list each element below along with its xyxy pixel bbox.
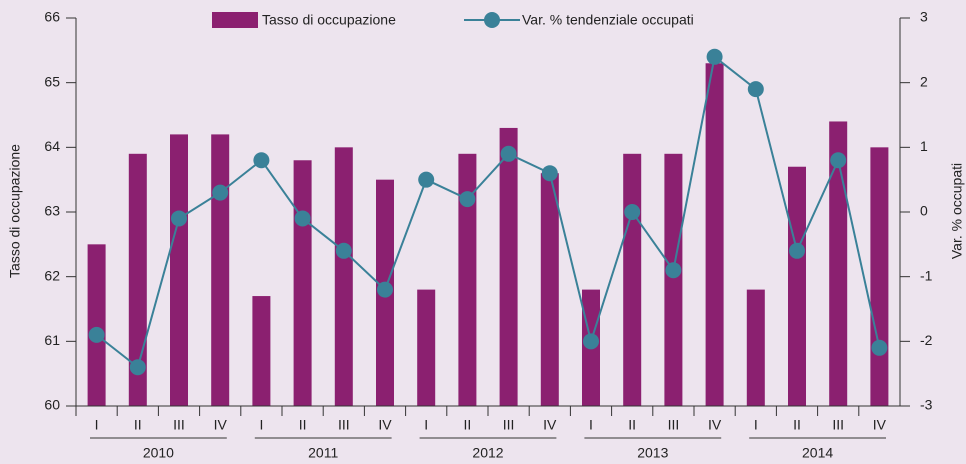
legend-label: Tasso di occupazione [262,12,396,28]
line-marker [459,191,476,208]
legend-swatch [212,12,258,28]
line-marker [377,281,393,298]
line-marker [871,339,888,356]
bar [211,134,230,406]
bar [788,166,806,406]
x-tick-label: IV [214,417,228,433]
y2-tick-label: -2 [920,332,933,348]
x-tick-label: I [589,417,593,433]
y-axis-title: Tasso di occupazione [7,144,23,278]
line-marker [624,204,641,220]
x-tick-label: III [668,417,680,433]
y-tick-label: 63 [44,203,60,219]
legend-marker [484,12,500,28]
y-tick-label: 66 [44,9,60,25]
group-label: 2010 [143,445,174,461]
line-marker [541,165,558,182]
bar [664,153,683,406]
bar [870,147,889,407]
y2-tick-label: 3 [920,9,928,25]
line-marker [830,152,847,169]
y-tick-label: 61 [44,332,60,348]
bar [499,127,518,406]
x-tick-label: III [503,417,515,433]
line-marker [253,152,270,169]
bar [293,160,312,406]
line [95,55,881,369]
x-tick-label: II [134,417,142,433]
bar [540,173,559,406]
x-tick-label: I [259,417,263,433]
x-tick-label: I [424,417,428,433]
bar [417,289,436,406]
group-label: 2014 [802,445,833,461]
line-marker [335,242,352,259]
x-tick-label: II [464,417,472,433]
bar [746,289,765,406]
line-marker [583,333,599,350]
bar [128,153,147,406]
bar [334,147,353,407]
y2-tick-label: 1 [920,138,928,154]
bar [623,153,642,406]
x-tick-label: III [173,417,185,433]
y-tick-label: 60 [44,397,60,413]
line-marker [665,262,682,279]
x-tick-label: III [832,417,844,433]
line-marker [418,171,435,188]
legend-label: Var. % tendenziale occupati [522,12,694,28]
line-marker [294,210,311,227]
x-tick-label: IV [873,417,887,433]
bar [829,121,848,406]
y-tick-label: 62 [44,267,60,283]
group-label: 2011 [308,445,338,461]
bar [252,296,271,406]
group-label: 2013 [637,445,668,461]
y-tick-label: 65 [44,73,60,89]
bar [87,244,106,406]
x-tick-label: IV [378,417,392,433]
x-tick-label: IV [543,417,557,433]
y-tick-label: 64 [44,138,60,154]
y2-tick-label: 2 [920,73,928,89]
line-marker [212,184,229,201]
x-tick-label: I [754,417,758,433]
y2-tick-label: -3 [920,397,933,413]
line-marker [706,48,723,65]
bar [458,153,477,406]
x-tick-label: IV [708,417,722,433]
x-tick-label: II [793,417,801,433]
group-label: 2012 [472,445,503,461]
line-marker [171,210,187,227]
line-marker [747,81,764,98]
line-marker [789,242,805,259]
x-tick-label: II [628,417,636,433]
y2-tick-label: -1 [920,267,933,283]
line-marker [129,359,146,376]
x-tick-label: III [338,417,350,433]
bar [705,63,724,407]
y2-axis-title: Var. % occupati [949,163,965,259]
x-tick-label: I [95,417,99,433]
y2-tick-label: 0 [920,203,928,219]
line-marker [88,326,105,343]
bar [170,134,188,406]
line-marker [500,145,517,162]
x-tick-label: II [299,417,307,433]
